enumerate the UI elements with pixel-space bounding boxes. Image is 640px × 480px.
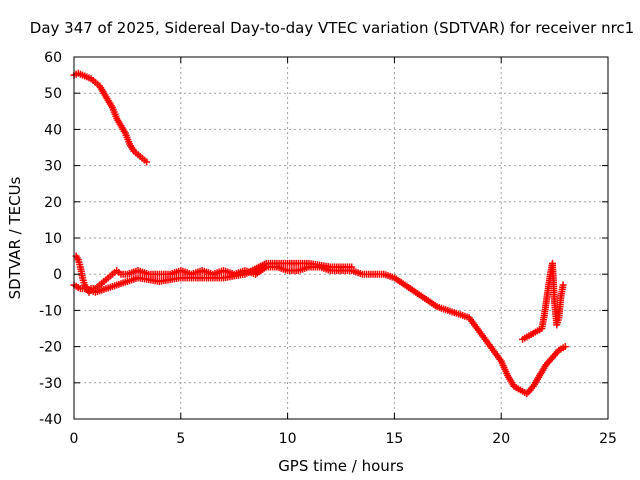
data-point (348, 263, 356, 271)
y-axis-label: SDTVAR / TECUs (6, 176, 24, 299)
y-tick-label: 10 (44, 231, 62, 247)
data-point (559, 281, 567, 289)
x-tick-label: 10 (279, 431, 297, 447)
y-tick-label: 20 (44, 195, 62, 211)
y-tick-label: -10 (39, 303, 62, 319)
y-tick-label: -40 (39, 412, 62, 428)
data-point (143, 158, 151, 166)
plot-frame (73, 56, 609, 420)
y-tick-label: 0 (53, 267, 62, 283)
grid (74, 57, 608, 419)
x-tick-label: 5 (176, 431, 185, 447)
data-series (70, 69, 569, 398)
x-tick-label: 0 (70, 431, 79, 447)
series-nrc1-spike (519, 259, 567, 343)
y-tick-label: 60 (44, 50, 62, 66)
x-tick-label: 25 (599, 431, 617, 447)
data-point (561, 343, 569, 351)
x-axis-label: GPS time / hours (278, 457, 404, 475)
chart-title: Day 347 of 2025, Sidereal Day-to-day VTE… (30, 19, 634, 37)
x-tick-label: 20 (492, 431, 510, 447)
y-tick-label: -30 (39, 376, 62, 392)
y-tick-label: -20 (39, 340, 62, 356)
x-tick-label: 15 (385, 431, 403, 447)
y-tick-label: 40 (44, 122, 62, 138)
y-tick-label: 30 (44, 159, 62, 175)
axis-ticks: 0 5 10 15 20 25 -40 -30 -20 -10 0 10 20 30 40 50 60 (39, 50, 617, 447)
y-tick-label: 50 (44, 86, 62, 102)
